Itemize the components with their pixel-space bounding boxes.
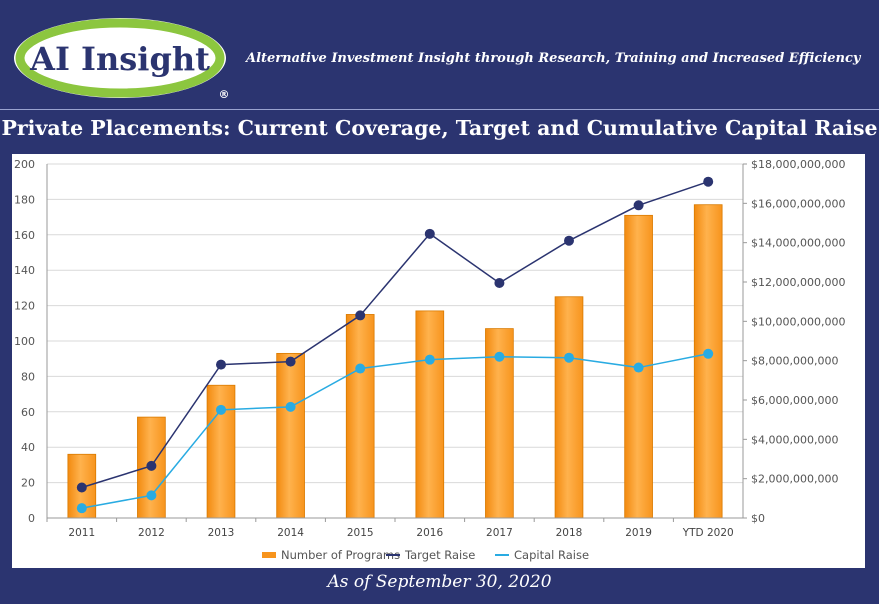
bar-number-of-programs: [276, 352, 305, 519]
point-capital-raise: [633, 362, 644, 373]
combo-chart: 0 20 40 60 80 100 120 140 160 180 200 $0 $2,000,000,…: [14, 158, 845, 562]
logo-green-ring: [15, 18, 225, 98]
legend: Number of Programs Target Raise Capital Ra…: [262, 548, 589, 562]
point-target-raise: [564, 235, 574, 246]
chart-title: Private Placements: Current Coverage, Ta…: [1, 116, 878, 140]
right-axis-tick-label: $6,000,000,000: [751, 394, 838, 407]
bars: [67, 204, 723, 519]
bar-number-of-programs: [693, 204, 723, 519]
left-axis-tick-label: 100: [14, 335, 35, 348]
bar-number-of-programs: [345, 314, 375, 519]
axes: 0 20 40 60 80 100 120 140 160 180 200 $0 $2,000,000,…: [14, 158, 845, 539]
legend-label: Number of Programs: [281, 548, 400, 562]
point-target-raise: [216, 359, 226, 370]
left-axis-tick-label: 160: [14, 229, 35, 242]
point-target-raise: [76, 482, 87, 493]
logo-inner-ellipse: [26, 28, 214, 88]
series-lines: [76, 176, 714, 514]
point-capital-raise: [216, 404, 226, 415]
left-axis-tick-label: 120: [14, 300, 35, 313]
point-capital-raise: [146, 490, 157, 501]
right-axis-tick-label: $8,000,000,000: [751, 355, 838, 368]
logo-text: AI Insight: [29, 40, 210, 78]
left-axis-tick-label: 0: [28, 512, 35, 525]
left-axis-tick-label: 20: [21, 477, 35, 490]
left-axis-tick-label: 180: [14, 193, 35, 206]
point-capital-raise: [76, 503, 87, 514]
left-axis-tick-label: 140: [14, 264, 35, 277]
x-axis-category-label: YTD 2020: [682, 527, 734, 539]
point-capital-raise: [285, 401, 296, 412]
x-axis-category-label: 2016: [416, 527, 443, 539]
registered-mark: ®: [219, 88, 230, 101]
point-capital-raise: [564, 352, 574, 363]
point-capital-raise: [703, 348, 714, 359]
point-target-raise: [285, 356, 296, 367]
point-target-raise: [355, 310, 366, 321]
left-axis-tick-label: 200: [14, 158, 35, 171]
legend-label: Capital Raise: [514, 548, 589, 562]
x-axis-category-label: 2013: [208, 527, 235, 539]
left-axis-tick-label: 80: [21, 370, 35, 383]
point-target-raise: [703, 176, 714, 187]
header-divider: [0, 109, 879, 110]
right-axis-tick-label: $14,000,000,000: [751, 237, 845, 250]
tagline: Alternative Investment Insight through R…: [246, 51, 861, 66]
right-axis-tick-label: $18,000,000,000: [751, 158, 845, 171]
header-banner: AI Insight ® Alternative Investment Insi…: [0, 0, 879, 108]
chart-panel: 0 20 40 60 80 100 120 140 160 180 200 $0 $2,000,000,…: [12, 154, 865, 568]
right-axis-tick-label: $0: [751, 512, 765, 525]
x-axis-category-label: 2015: [347, 527, 374, 539]
point-target-raise: [494, 277, 505, 288]
right-axis-tick-label: $2,000,000,000: [751, 473, 838, 486]
legend-swatch-number-of-programs: [262, 552, 276, 558]
bar-number-of-programs: [415, 310, 445, 519]
point-capital-raise: [355, 363, 366, 374]
x-axis-category-label: 2014: [277, 527, 304, 539]
point-target-raise: [424, 228, 435, 239]
x-axis-category-label: 2012: [138, 527, 165, 539]
right-axis-tick-label: $10,000,000,000: [751, 315, 845, 328]
right-axis-tick-label: $4,000,000,000: [751, 433, 838, 446]
right-axis-tick-label: $12,000,000,000: [751, 276, 845, 289]
left-axis-tick-label: 60: [21, 406, 35, 419]
bar-number-of-programs: [554, 296, 584, 519]
point-capital-raise: [494, 351, 505, 362]
right-axis-tick-label: $16,000,000,000: [751, 197, 845, 210]
point-target-raise: [633, 200, 644, 211]
line-capital-raise: [81, 353, 709, 509]
left-axis-tick-label: 40: [21, 441, 35, 454]
x-axis-category-label: 2018: [556, 527, 583, 539]
as-of-date: As of September 30, 2020: [327, 572, 552, 592]
ai-insight-logo: AI Insight ®: [14, 18, 230, 101]
legend-label: Target Raise: [404, 548, 475, 562]
point-capital-raise: [424, 354, 435, 365]
x-axis-category-label: 2011: [68, 527, 95, 539]
line-target-raise: [81, 180, 709, 489]
point-target-raise: [146, 460, 157, 471]
x-axis-category-label: 2019: [625, 527, 652, 539]
x-axis-category-label: 2017: [486, 527, 513, 539]
